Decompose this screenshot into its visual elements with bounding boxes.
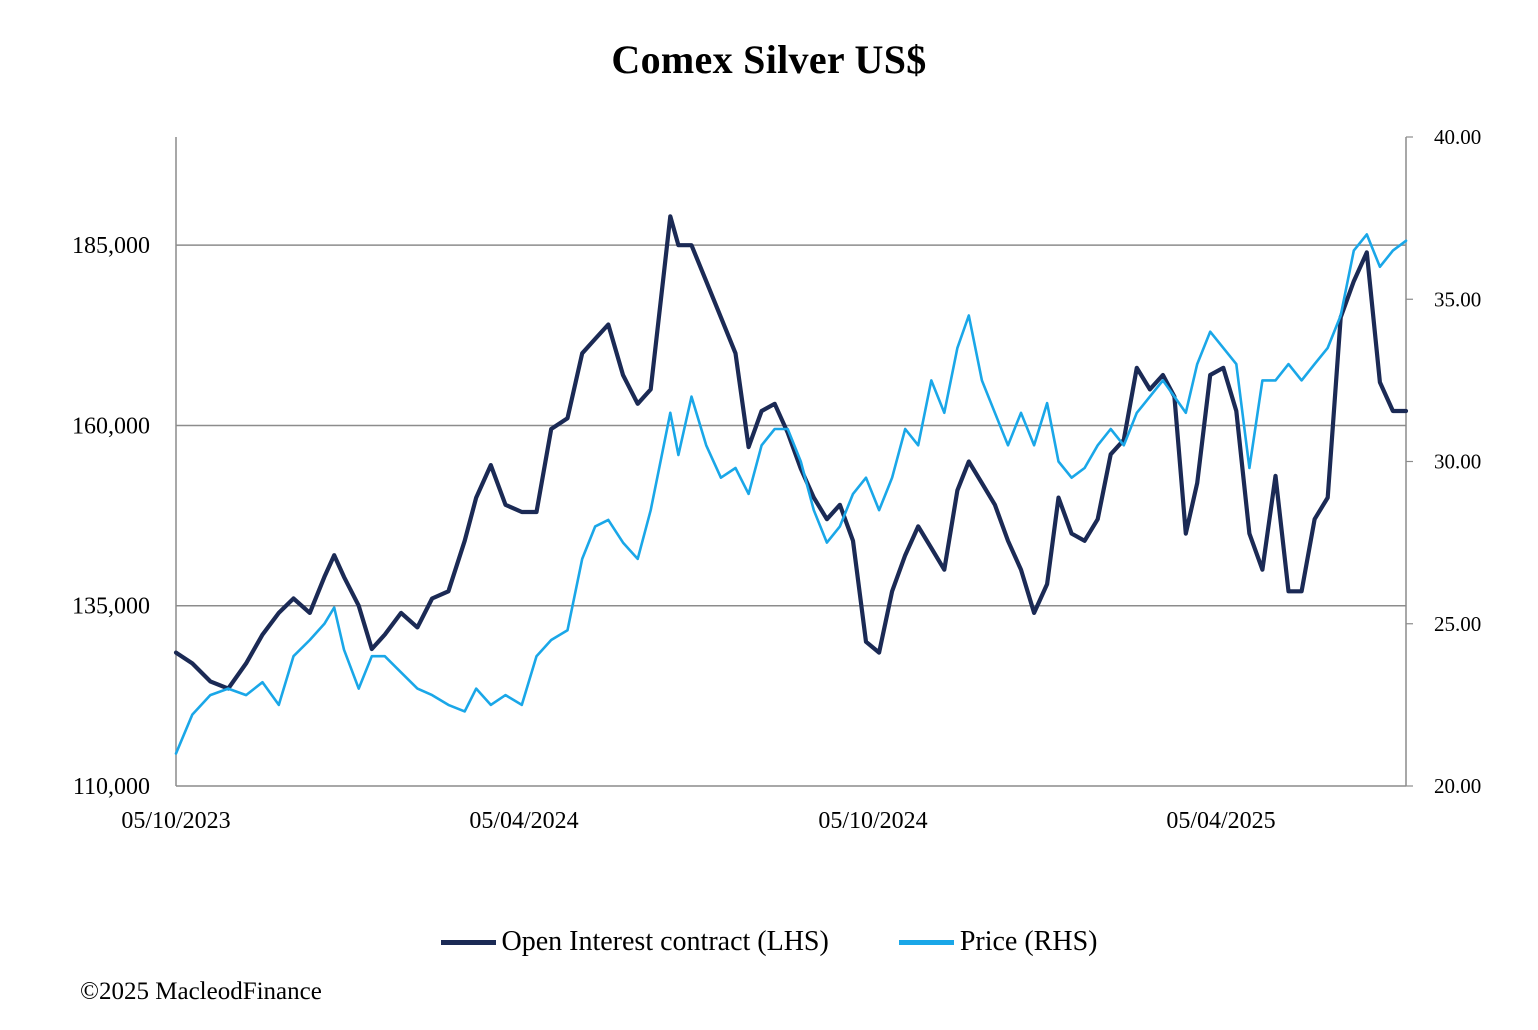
tick-labels: 110,000 135,000 160,000 185,000 20.00 25.00 30… xyxy=(72,125,1481,834)
legend-label-price: Price (RHS) xyxy=(959,926,1098,957)
x-tick-label: 05/10/2024 xyxy=(818,808,927,834)
legend: Open Interest contract (LHS) Price (RHS) xyxy=(0,926,1538,958)
axes xyxy=(175,136,1413,787)
x-tick-label: 05/04/2024 xyxy=(469,808,578,834)
legend-swatch-price xyxy=(898,939,954,945)
y-right-tick-label: 30.00 xyxy=(1434,450,1481,474)
legend-label-open-interest: Open Interest contract (LHS) xyxy=(501,926,829,957)
y-right-tick-label: 35.00 xyxy=(1434,287,1481,311)
series-line-price xyxy=(174,233,1408,755)
legend-swatch-open-interest xyxy=(440,939,496,945)
x-tick-label: 05/04/2025 xyxy=(1166,808,1275,834)
series-line-open-interest xyxy=(173,214,1409,691)
gridlines xyxy=(176,244,1406,607)
x-tick-label: 05/10/2023 xyxy=(121,808,230,834)
y-right-tick-label: 20.00 xyxy=(1434,774,1481,798)
series-lines xyxy=(173,214,1409,755)
legend-item-price: Price (RHS) xyxy=(898,926,1098,958)
y-right-tick-label: 25.00 xyxy=(1434,612,1481,636)
chart-title: Comex Silver US$ xyxy=(611,37,927,82)
y-right-tick-label: 40.00 xyxy=(1434,125,1481,149)
legend-item-open-interest: Open Interest contract (LHS) xyxy=(440,926,829,958)
y-left-tick-label: 135,000 xyxy=(72,594,150,620)
y-left-tick-label: 185,000 xyxy=(72,233,150,259)
copyright-text: ©2025 MacleodFinance xyxy=(80,978,322,1005)
y-left-tick-label: 110,000 xyxy=(73,774,150,800)
y-left-tick-label: 160,000 xyxy=(72,413,150,439)
